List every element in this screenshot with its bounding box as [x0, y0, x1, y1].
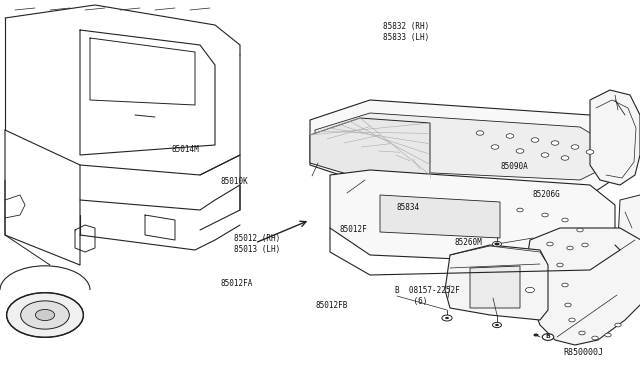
Circle shape: [562, 283, 568, 287]
Circle shape: [445, 317, 449, 319]
Polygon shape: [380, 195, 500, 238]
Circle shape: [476, 131, 484, 135]
Circle shape: [506, 134, 514, 138]
Circle shape: [491, 145, 499, 149]
Text: 85012F: 85012F: [339, 225, 367, 234]
Text: 85260M: 85260M: [454, 238, 482, 247]
Circle shape: [571, 145, 579, 149]
Polygon shape: [470, 266, 520, 308]
Polygon shape: [310, 100, 620, 195]
Circle shape: [495, 324, 499, 326]
Polygon shape: [525, 228, 640, 345]
Circle shape: [516, 149, 524, 153]
Circle shape: [541, 153, 549, 157]
Circle shape: [495, 243, 500, 246]
Circle shape: [569, 318, 575, 322]
Circle shape: [6, 293, 83, 337]
Circle shape: [20, 301, 69, 329]
Circle shape: [592, 336, 598, 340]
Polygon shape: [330, 170, 615, 265]
Circle shape: [442, 315, 452, 321]
Circle shape: [562, 218, 568, 222]
Circle shape: [534, 334, 538, 337]
Circle shape: [547, 242, 553, 246]
Circle shape: [567, 246, 573, 250]
Text: 85832 (RH)
85833 (LH): 85832 (RH) 85833 (LH): [383, 22, 429, 42]
Circle shape: [525, 288, 534, 293]
Text: R850000J: R850000J: [563, 348, 604, 357]
Circle shape: [531, 138, 539, 142]
Text: 85010K: 85010K: [221, 177, 248, 186]
Circle shape: [35, 310, 54, 321]
Circle shape: [517, 208, 524, 212]
Circle shape: [605, 333, 611, 337]
Text: 85834: 85834: [397, 203, 420, 212]
Text: 85014M: 85014M: [172, 145, 200, 154]
Text: 85012FB: 85012FB: [316, 301, 348, 310]
Polygon shape: [590, 90, 640, 185]
Circle shape: [564, 303, 572, 307]
Circle shape: [615, 323, 621, 327]
Text: 85012 (RH)
85013 (LH): 85012 (RH) 85013 (LH): [234, 234, 280, 254]
Text: B: B: [545, 334, 550, 340]
Text: 85206G: 85206G: [532, 190, 560, 199]
Circle shape: [561, 156, 569, 160]
Text: 85090A: 85090A: [500, 162, 528, 171]
Circle shape: [493, 323, 502, 328]
Polygon shape: [315, 113, 610, 180]
Circle shape: [579, 331, 585, 335]
Circle shape: [493, 241, 502, 247]
Circle shape: [542, 213, 548, 217]
Circle shape: [586, 150, 594, 154]
Circle shape: [542, 334, 554, 340]
Text: B  08157-2252F
    (6): B 08157-2252F (6): [395, 286, 460, 306]
Text: 85012FA: 85012FA: [221, 279, 253, 288]
Circle shape: [577, 228, 583, 232]
Polygon shape: [310, 118, 430, 178]
Circle shape: [557, 263, 563, 267]
Polygon shape: [618, 195, 640, 260]
Polygon shape: [445, 245, 548, 320]
Circle shape: [582, 243, 588, 247]
Circle shape: [551, 141, 559, 145]
